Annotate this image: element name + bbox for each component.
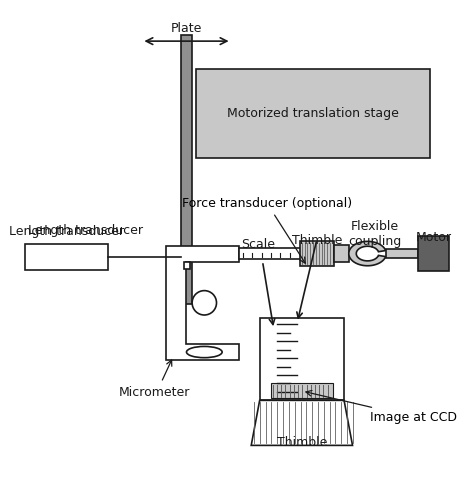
Bar: [386, 250, 418, 258]
Text: Micrometer: Micrometer: [119, 386, 190, 399]
Text: Motor: Motor: [416, 231, 452, 244]
Bar: [196, 69, 430, 159]
Text: Plate: Plate: [171, 23, 202, 35]
Bar: [418, 236, 449, 272]
Text: Length transducer: Length transducer: [28, 224, 143, 237]
Text: Force transducer (optional): Force transducer (optional): [182, 197, 352, 263]
Bar: [182, 35, 191, 304]
Text: Length transducer: Length transducer: [9, 225, 124, 238]
Bar: [271, 384, 333, 399]
Text: Thimble: Thimble: [277, 436, 327, 449]
Polygon shape: [166, 246, 239, 360]
Circle shape: [192, 291, 217, 315]
Text: Image at CCD: Image at CCD: [306, 390, 457, 424]
Text: Scale: Scale: [241, 238, 275, 251]
Text: Flexible
coupling: Flexible coupling: [348, 220, 401, 248]
Bar: [260, 318, 344, 400]
Bar: [184, 262, 190, 269]
Bar: [334, 245, 349, 262]
Bar: [239, 249, 303, 259]
Polygon shape: [251, 400, 353, 445]
Text: Thimble: Thimble: [292, 234, 342, 247]
Ellipse shape: [186, 346, 222, 358]
Polygon shape: [349, 241, 386, 266]
Text: Motorized translation stage: Motorized translation stage: [227, 107, 399, 120]
Bar: [25, 244, 108, 270]
Bar: [300, 241, 334, 266]
